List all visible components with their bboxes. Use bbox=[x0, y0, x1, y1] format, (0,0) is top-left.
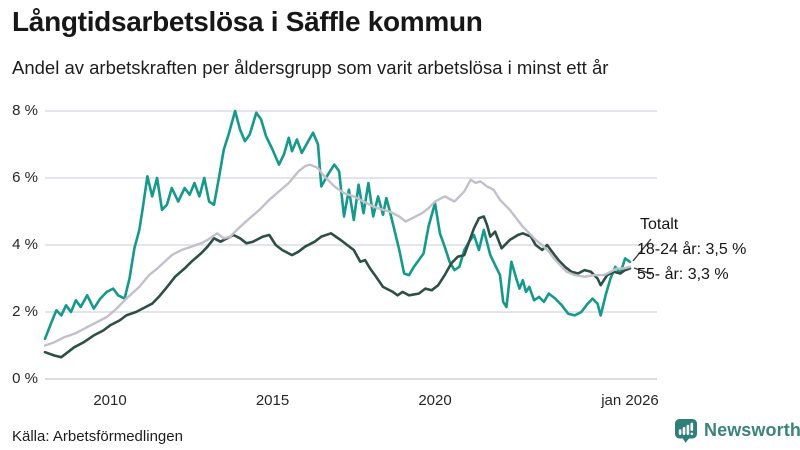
series-line-totalt bbox=[43, 163, 632, 347]
newsworthy-logo-icon bbox=[675, 419, 697, 443]
series-end-label-55: 55- år: 3,3 % bbox=[637, 266, 729, 283]
gridline-6 bbox=[45, 177, 657, 179]
y-tick-label: 0 % bbox=[12, 370, 38, 387]
x-tick-label: 2020 bbox=[418, 392, 452, 409]
y-tick-label: 2 % bbox=[12, 303, 38, 320]
chart-title: Långtidsarbetslösa i Säffle kommun bbox=[12, 6, 483, 37]
series-end-label-18-24: 18-24 år: 3,5 % bbox=[637, 241, 747, 258]
series-line-55-r bbox=[43, 215, 632, 359]
y-tick-label: 6 % bbox=[12, 169, 38, 186]
leader-line-55 bbox=[633, 267, 652, 275]
leader-line-totalt bbox=[632, 238, 652, 262]
x-tick-label: jan 2026 bbox=[601, 392, 659, 409]
y-tick-label: 8 % bbox=[12, 102, 38, 119]
source-note: Källa: Arbetsförmedlingen bbox=[12, 428, 183, 445]
y-tick-label: 4 % bbox=[12, 236, 38, 253]
gridline-2 bbox=[45, 311, 657, 313]
series-line-18-24-r bbox=[43, 109, 632, 341]
newsworthy-brand[interactable]: Newsworthy bbox=[674, 418, 800, 443]
chart-subtitle: Andel av arbetskraften per åldersgrupp s… bbox=[12, 57, 609, 78]
x-tick-label: 2010 bbox=[93, 392, 127, 409]
series-end-label-totalt: Totalt bbox=[640, 216, 679, 233]
gridline-8 bbox=[45, 110, 657, 112]
x-tick-label: 2015 bbox=[255, 392, 290, 409]
newsworthy-wordmark: Newsworthy bbox=[704, 420, 800, 440]
gridline-0 bbox=[45, 378, 657, 380]
gridline-4 bbox=[45, 244, 657, 246]
